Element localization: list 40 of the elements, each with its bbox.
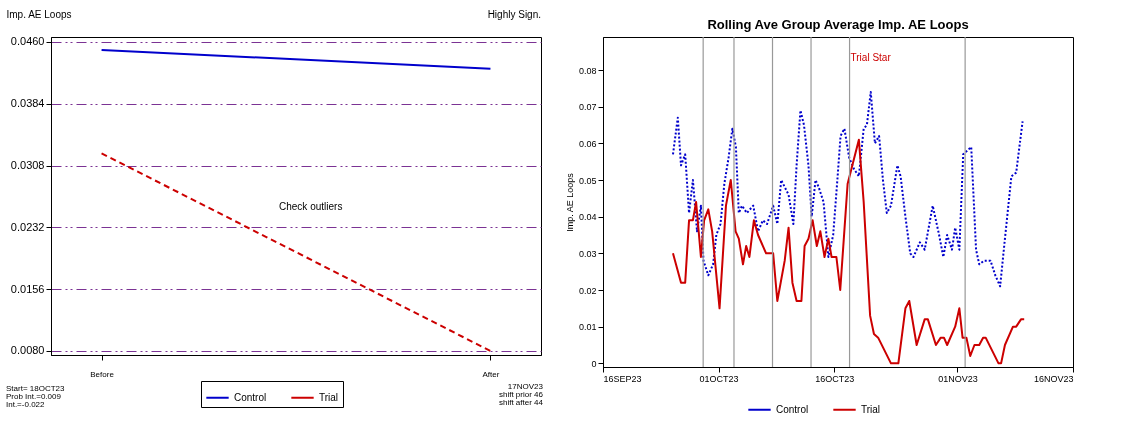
text: shift after 44 (498, 398, 544, 407)
x-tick-label: 16OCT23 (815, 373, 855, 384)
legend-label: Control (234, 391, 267, 403)
legend-label: Control (776, 403, 809, 415)
legend-label: Trial (861, 403, 881, 415)
text: Prob Int.=0.009 (6, 392, 62, 401)
legend-label: Trial (319, 391, 339, 403)
line-series (671, 138, 1026, 365)
y-axis-title: Imp. AE Loops (564, 172, 575, 232)
ref-line-label: Trial Star (850, 52, 892, 63)
y-tick-label: 0.06 (578, 138, 597, 149)
y-axis-title: Imp. AE Loops (6, 8, 72, 20)
x-tick-label: 01OCT23 (699, 373, 739, 384)
y-tick-label: 0.07 (578, 102, 597, 113)
y-tick-label: 0.08 (578, 65, 597, 76)
x-tick-label: 16NOV23 (1033, 373, 1074, 384)
y-tick-label: 0.0460 (10, 35, 45, 48)
x-tick-label: 01NOV23 (938, 373, 978, 384)
y-tick-label: 0.0232 (10, 220, 45, 233)
y-tick-label: 0.03 (578, 248, 597, 259)
y-tick-label: 0.0384 (10, 97, 45, 110)
line-series (671, 91, 1024, 288)
text: shift prior 46 (498, 390, 544, 399)
y-tick-label: 0.05 (578, 175, 597, 186)
annotation: Check outliers (279, 201, 343, 212)
chart-title: Rolling Ave Group Average Imp. AE Loops (707, 17, 969, 33)
text: Int.=-0.022 (6, 400, 46, 409)
text: Start= 18OCT23 (6, 384, 66, 393)
y-tick-label: 0.0308 (10, 159, 45, 171)
text: 17NOV23 (507, 382, 544, 391)
y-tick-label: 0 (591, 358, 597, 369)
text: Highly Sign. (487, 9, 541, 20)
x-tick-label: Before (90, 369, 115, 379)
y-tick-label: 0.02 (578, 285, 597, 296)
y-tick-label: 0.04 (578, 212, 597, 223)
x-tick-label: 16SEP23 (603, 373, 642, 384)
y-tick-label: 0.0156 (10, 282, 45, 295)
x-tick-label: After (482, 369, 500, 379)
y-tick-label: 0.0080 (10, 344, 45, 357)
y-tick-label: 0.01 (578, 322, 597, 333)
